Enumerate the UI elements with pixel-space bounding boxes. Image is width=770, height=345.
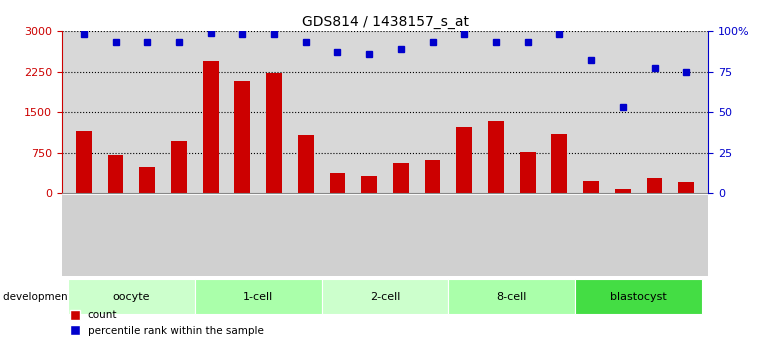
Bar — [203, 61, 219, 193]
Legend: count, percentile rank within the sample: count, percentile rank within the sample — [67, 306, 268, 340]
Bar — [615, 189, 631, 193]
Text: 2-cell: 2-cell — [370, 292, 400, 302]
Bar — [647, 178, 662, 193]
Title: GDS814 / 1438157_s_at: GDS814 / 1438157_s_at — [302, 14, 468, 29]
Text: 1-cell: 1-cell — [243, 292, 273, 302]
Text: development stage  ▶: development stage ▶ — [3, 292, 119, 302]
Bar — [424, 160, 440, 193]
Bar — [108, 155, 123, 193]
Text: oocyte: oocyte — [112, 292, 150, 302]
Bar — [551, 134, 567, 193]
Bar — [488, 121, 504, 193]
Bar — [678, 183, 694, 193]
Bar — [298, 135, 313, 193]
Bar — [520, 152, 536, 193]
Bar — [171, 141, 187, 193]
Bar — [393, 164, 409, 193]
Bar — [234, 81, 250, 193]
Bar — [139, 167, 155, 193]
Bar — [361, 176, 377, 193]
Bar — [583, 181, 599, 193]
Bar — [330, 172, 346, 193]
Text: blastocyst: blastocyst — [611, 292, 667, 302]
Bar — [266, 73, 282, 193]
Text: 8-cell: 8-cell — [497, 292, 527, 302]
Bar — [457, 127, 472, 193]
Bar — [76, 131, 92, 193]
